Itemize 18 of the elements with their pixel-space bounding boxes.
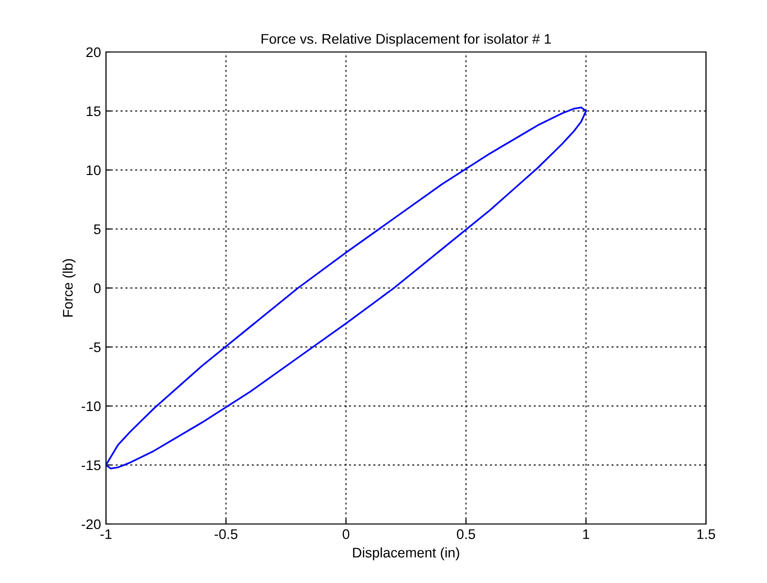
- x-tick-label: 0.5: [456, 529, 476, 540]
- y-tick-label: -5: [89, 342, 101, 352]
- x-tick-label: -0.5: [214, 529, 238, 540]
- x-tick-label: -1: [100, 529, 112, 539]
- x-tick-label: 1: [583, 529, 590, 539]
- y-tick-label: 5: [94, 224, 101, 234]
- x-tick-label: 1.5: [697, 529, 716, 540]
- y-tick-label: 20: [86, 47, 101, 58]
- x-tick-label: 0: [342, 529, 350, 540]
- y-tick-label: -15: [82, 460, 101, 470]
- y-tick-label: 10: [86, 165, 101, 176]
- y-tick-label: -20: [82, 519, 101, 530]
- y-tick-label: 0: [94, 283, 101, 294]
- chart-title: Force vs. Relative Displacement for isolator # 1: [262, 34, 551, 47]
- y-tick-label: -10: [82, 401, 101, 412]
- y-tick-label: 15: [86, 106, 101, 116]
- x-axis-title: Displacement (in): [353, 547, 460, 560]
- y-axis-title: Force (lb): [62, 259, 76, 317]
